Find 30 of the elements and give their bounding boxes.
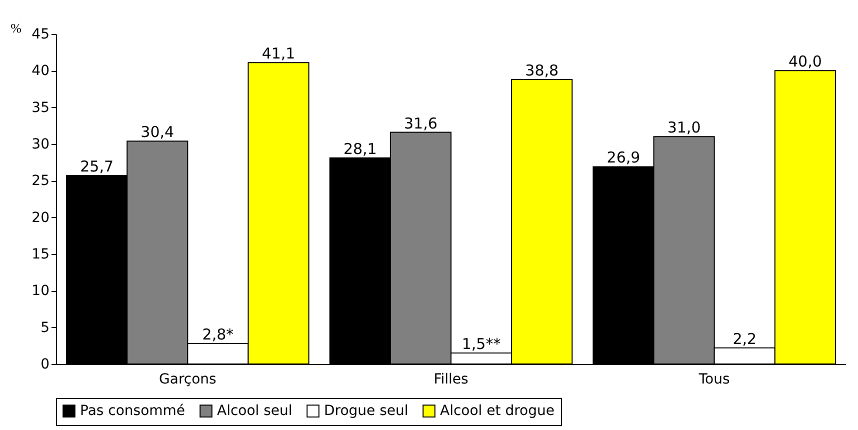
data-label: 2,2	[732, 330, 757, 348]
y-tick-label: 40	[32, 63, 50, 80]
y-tick-label: 15	[32, 246, 50, 262]
y-tick-label: 25	[32, 173, 50, 190]
data-label: 1,5**	[462, 335, 502, 353]
data-label: 31,6	[404, 114, 438, 132]
y-tick-label: 45	[32, 26, 50, 42]
data-label: 26,9	[606, 148, 640, 167]
legend-label: Drogue seul	[324, 403, 408, 420]
legend-label: Alcool et drogue	[440, 403, 554, 420]
data-label: 25,7	[80, 158, 114, 176]
data-label: 41,1	[262, 44, 296, 63]
legend-label: Pas consommé	[80, 403, 186, 420]
x-tick-label: Tous	[698, 372, 730, 388]
data-label: 40,0	[788, 52, 822, 71]
legend-label: Alcool seul	[217, 403, 292, 420]
x-tick-label: Filles	[434, 372, 468, 388]
data-label: 28,1	[343, 140, 377, 158]
data-label: 38,8	[525, 61, 559, 80]
data-label: 2,8*	[202, 325, 234, 344]
data-label: 30,4	[140, 123, 174, 142]
y-tick-label: 30	[32, 136, 50, 152]
data-label: 31,0	[667, 118, 701, 137]
y-tick-label: 35	[32, 100, 50, 116]
y-tick-label: 5	[40, 320, 50, 336]
y-tick-label: 0	[40, 356, 50, 372]
y-tick-label: 20	[32, 210, 50, 226]
y-axis-title: %	[10, 20, 22, 36]
y-tick-label: 10	[32, 283, 50, 300]
x-tick-label: Garçons	[159, 372, 216, 388]
